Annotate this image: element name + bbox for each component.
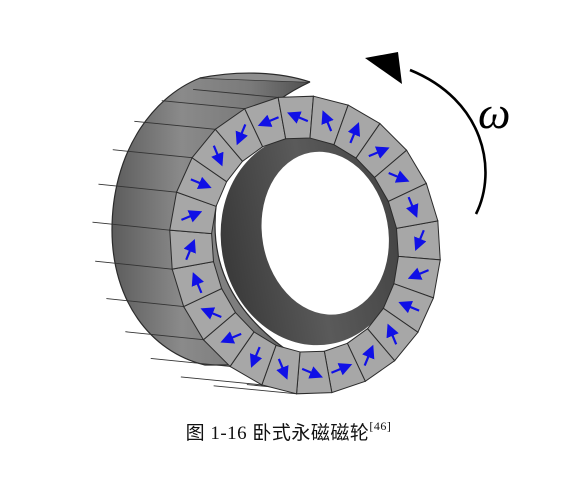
magnetization-arrow bbox=[347, 122, 361, 144]
caption-prefix: 图 1-16 bbox=[185, 423, 248, 444]
magnet-ring-face bbox=[169, 95, 441, 395]
magnetization-arrow bbox=[388, 170, 410, 183]
magnetization-arrow bbox=[276, 358, 289, 380]
shell-seam bbox=[180, 376, 262, 386]
shell-seam bbox=[213, 385, 297, 395]
magnetization-arrow bbox=[301, 366, 323, 379]
magnetization-arrow bbox=[406, 196, 419, 218]
magnetization-arrow bbox=[211, 145, 224, 167]
shell-seam bbox=[92, 221, 170, 231]
magnetization-arrow bbox=[181, 210, 203, 223]
shell-seam bbox=[193, 88, 279, 98]
magnetization-arrow bbox=[407, 267, 429, 280]
shell-seam bbox=[150, 357, 231, 367]
magnetization-arrow bbox=[287, 111, 309, 124]
magnetization-arrow bbox=[321, 110, 334, 132]
shell-seam bbox=[125, 331, 204, 341]
magnetization-arrow bbox=[398, 301, 420, 314]
magnetization-arrow bbox=[386, 323, 399, 345]
ring-bore-opening bbox=[261, 151, 389, 315]
magnetization-arrow bbox=[362, 344, 375, 366]
magnetization-arrow bbox=[191, 272, 204, 294]
shell-seam bbox=[106, 298, 184, 307]
shell-seam bbox=[134, 120, 216, 130]
shell-seam bbox=[98, 183, 177, 193]
shell-seam bbox=[112, 149, 193, 159]
magnetization-arrow bbox=[220, 331, 242, 344]
magnetization-arrow bbox=[190, 176, 212, 189]
magnetization-arrow bbox=[331, 363, 353, 376]
magnet-segment bbox=[169, 229, 215, 270]
caption-reference: [46] bbox=[369, 418, 392, 433]
magnetization-arrow bbox=[368, 146, 390, 159]
magnetization-arrow bbox=[200, 307, 222, 320]
magnetization-arrow bbox=[414, 229, 427, 252]
magnetization-arrow bbox=[235, 124, 248, 146]
figure-caption: 图 1-16 卧式永磁磁轮[46] bbox=[0, 418, 577, 445]
angular-velocity-label: ω bbox=[478, 87, 510, 138]
magnetization-arrow bbox=[249, 346, 263, 368]
caption-title: 卧式永磁磁轮 bbox=[252, 423, 370, 444]
magnetization-arrow bbox=[257, 114, 279, 127]
permanent-magnet-wheel-diagram: ω bbox=[92, 52, 510, 395]
rotation-indicator bbox=[365, 52, 487, 215]
magnetization-arrow bbox=[183, 238, 196, 261]
shell-seam bbox=[161, 100, 245, 110]
shell-seam bbox=[95, 260, 173, 270]
